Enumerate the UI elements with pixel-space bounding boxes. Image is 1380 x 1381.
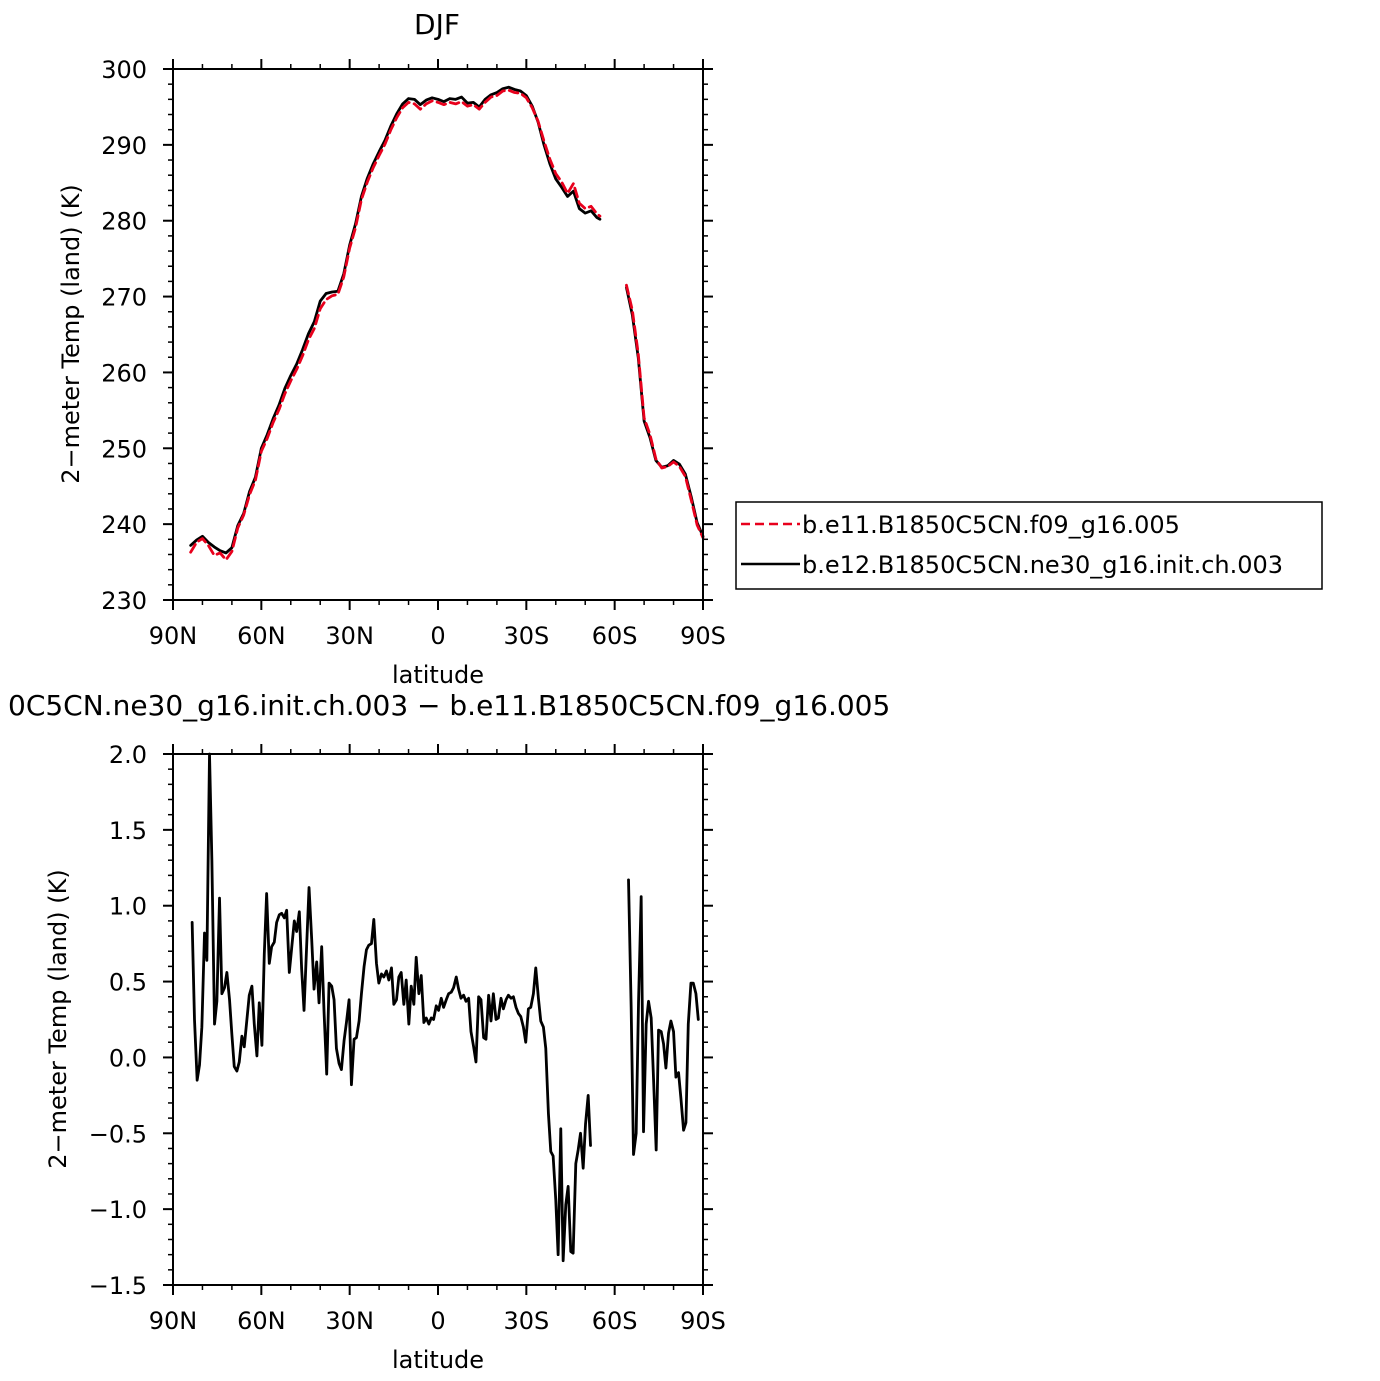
y-tick-label: 260 — [101, 359, 147, 387]
x-tick-label: 30S — [503, 622, 549, 650]
top-y-axis-title: 2−meter Temp (land) (K) — [57, 184, 85, 483]
y-tick-label: −1.5 — [89, 1272, 147, 1300]
x-tick-label: 90S — [680, 1307, 726, 1335]
top-x-axis-title: latitude — [392, 661, 484, 689]
x-tick-label: 60N — [237, 622, 286, 650]
y-tick-label: 290 — [101, 132, 147, 160]
series-1-line-segment-2 — [627, 878, 700, 1156]
top-chart-title: DJF — [414, 8, 460, 41]
legend-label-series-1: b.e11.B1850C5CN.f09_g16.005 — [802, 511, 1180, 539]
series-1-line-segment-1 — [189, 88, 602, 562]
bottom-tick-marks — [163, 744, 713, 1295]
bottom-tick-labels: 90N 60N 30N 0 30S 60S 90S −1.5 −1.0 −0.5 0.0 0.5 1.0… — [89, 741, 726, 1335]
x-tick-label: 0 — [430, 622, 445, 650]
x-tick-label: 60S — [592, 1307, 638, 1335]
series-2-line-segment-1 — [189, 85, 602, 555]
x-tick-label: 0 — [430, 1307, 445, 1335]
top-tick-labels: 90N 60N 30N 0 30S 60S 90S 230 240 250 260 270 280 290… — [101, 56, 726, 650]
y-tick-label: 2.0 — [109, 741, 147, 769]
y-tick-label: 1.5 — [109, 817, 147, 845]
bottom-x-axis-title: latitude — [392, 1346, 484, 1374]
top-plot-frame — [172, 68, 704, 601]
legend-label-series-2: b.e12.B1850C5CN.ne30_g16.init.ch.003 — [802, 551, 1283, 579]
y-tick-label: −0.5 — [89, 1120, 147, 1148]
x-tick-label: 60S — [592, 622, 638, 650]
x-tick-label: 30N — [325, 622, 374, 650]
bottom-chart-title: 0C5CN.ne30_g16.init.ch.003 − b.e11.B1850… — [8, 689, 890, 722]
series-1-line-segment-2 — [625, 283, 705, 540]
x-tick-label: 30S — [503, 1307, 549, 1335]
y-tick-label: 0.0 — [109, 1044, 147, 1072]
bottom-series-lines — [190, 752, 700, 1263]
y-tick-label: 300 — [101, 56, 147, 84]
y-tick-label: 250 — [101, 435, 147, 463]
y-tick-label: 0.5 — [109, 969, 147, 997]
y-tick-label: 280 — [101, 208, 147, 236]
bottom-y-axis-title: 2−meter Temp (land) (K) — [44, 869, 72, 1168]
x-tick-label: 90N — [149, 622, 198, 650]
series-1-line-segment-1 — [190, 752, 592, 1263]
legend-box — [735, 501, 1323, 590]
bottom-plot-frame — [172, 753, 704, 1286]
y-tick-label: 1.0 — [109, 893, 147, 921]
x-tick-label: 90S — [680, 622, 726, 650]
x-tick-label: 60N — [237, 1307, 286, 1335]
x-tick-label: 30N — [325, 1307, 374, 1335]
y-tick-label: 270 — [101, 284, 147, 312]
y-tick-label: 230 — [101, 587, 147, 615]
top-panel: DJF 90N 60N 30N 0 30S 60S 90S 230 240 250 260 270 28… — [57, 8, 726, 689]
top-series-lines — [189, 85, 705, 562]
y-tick-label: −1.0 — [89, 1196, 147, 1224]
bottom-panel: 0C5CN.ne30_g16.init.ch.003 − b.e11.B1850… — [8, 689, 890, 1374]
top-tick-marks — [163, 59, 713, 610]
legend: b.e11.B1850C5CN.f09_g16.005 b.e12.B1850C… — [735, 501, 1323, 590]
x-tick-label: 90N — [149, 1307, 198, 1335]
y-tick-label: 240 — [101, 511, 147, 539]
